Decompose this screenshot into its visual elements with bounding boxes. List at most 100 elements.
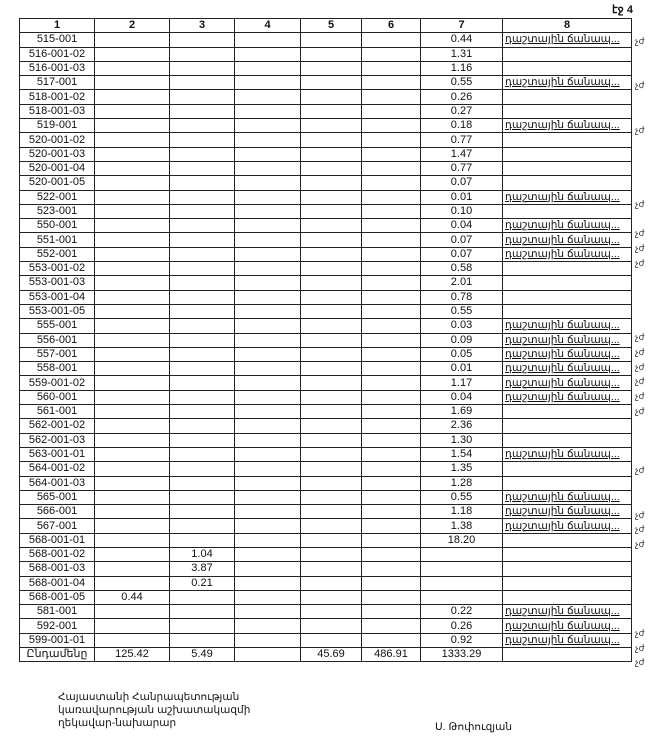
table-cell [300,318,362,334]
table-cell [234,647,301,663]
table-cell [361,332,421,348]
table-cell: 520-001-03 [19,146,95,162]
table-cell: 0.04 [420,218,503,234]
margin-mark [635,552,645,567]
table-cell [361,60,421,77]
table-cell: 1.17 [420,375,503,391]
table-cell [234,175,301,191]
table-cell [300,60,362,77]
table-cell [169,389,235,406]
table-cell [300,589,362,606]
table-cell: 551-001 [19,232,95,248]
margin-mark [635,49,645,64]
table-cell [361,46,421,62]
table-cell: 1.38 [420,518,503,534]
table-cell: 2.01 [420,275,503,291]
table-cell [300,532,362,548]
table-cell [234,432,301,448]
table-row: 518-001-02 0.26 [19,89,632,105]
table-cell [502,404,632,420]
table-cell: 0.05 [420,346,503,363]
table-cell [361,303,421,320]
margin-mark: չժ [635,657,645,668]
table-cell [361,461,421,477]
table-cell: դաշտային ճանապ... [502,346,632,363]
table-row: 516-001-02 1.31 [19,46,632,62]
table-row: 564-001-03 1.28 [19,475,632,491]
table-cell [502,175,632,191]
table-cell: դաշտային ճանապ... [502,618,632,634]
table-row: 522-001 0.01 դաշտային ճանապ... [19,189,632,205]
table-cell: դաշտային ճանապ... [502,604,632,620]
table-cell: 520-001-05 [19,175,95,191]
table-cell [234,404,301,420]
table-row: 563-001-01 1.54 դաշտային ճանապ... [19,446,632,463]
table-cell [300,446,362,463]
table-row: 519-001 0.18 դաշտային ճանապ... [19,118,632,134]
table-cell: 0.26 [420,618,503,634]
table-cell [300,261,362,277]
table-cell [94,46,170,62]
table-cell [169,261,235,277]
table-cell [420,589,503,606]
table-cell [169,289,235,305]
table-cell [94,89,170,105]
table-cell: 0.55 [420,75,503,91]
table-row: 557-001 0.05 դաշտային ճանապ... [19,346,632,363]
margin-mark [635,271,645,286]
table-cell [169,532,235,548]
table-row: 556-001 0.09 դաշտային ճանապ... [19,332,632,348]
table-cell [361,103,421,120]
table-cell [169,618,235,634]
table-cell: 559-001-02 [19,375,95,391]
table-cell: 0.03 [420,318,503,334]
table-row: 565-001 0.55 դաշտային ճանապ... [19,489,632,506]
margin-mark: չժ [635,361,645,372]
table-cell [502,461,632,477]
table-cell [234,146,301,162]
table-cell: 523-001 [19,203,95,220]
table-cell [300,203,362,220]
table-cell [234,261,301,277]
table-cell [94,132,170,148]
table-cell [94,375,170,391]
signatory-name: Ս. Թոփուզյան [435,721,513,733]
table-cell [502,589,632,606]
table-cell [169,146,235,162]
table-cell [234,246,301,263]
table-cell [94,289,170,305]
table-row: 553-001-04 0.78 [19,289,632,305]
table-row: 553-001-03 2.01 [19,275,632,291]
margin-mark: չժ [635,509,645,520]
table-cell [94,461,170,477]
table-cell [300,518,362,534]
table-row: 517-001 0.55 դաշտային ճանապ... [19,75,632,91]
signature-title: Հայաստանի Հանրապետության կառավարության ա… [58,691,250,730]
table-cell [234,575,301,591]
margin-mark [635,315,645,330]
table-cell: 520-001-04 [19,160,95,177]
table-cell [169,160,235,177]
table-cell [169,346,235,363]
column-header: 8 [502,17,632,34]
table-cell [94,75,170,91]
table-cell [94,546,170,563]
table-cell: 0.07 [420,246,503,263]
table-cell [300,546,362,563]
table-cell [300,361,362,377]
table-cell [94,118,170,134]
table-cell [234,75,301,91]
margin-mark [635,152,645,167]
table-cell: դաշտային ճանապ... [502,246,632,263]
table-cell [94,518,170,534]
table-cell: 5.49 [169,647,235,663]
table-cell: 553-001-04 [19,289,95,305]
table-cell: 520-001-02 [19,132,95,148]
table-cell [169,446,235,463]
table-cell: 0.55 [420,303,503,320]
page-number: էջ 4 [612,4,633,16]
table-cell [361,261,421,277]
table-cell: 0.44 [94,589,170,606]
table-cell: 567-001 [19,518,95,534]
table-cell: 1.47 [420,146,503,162]
